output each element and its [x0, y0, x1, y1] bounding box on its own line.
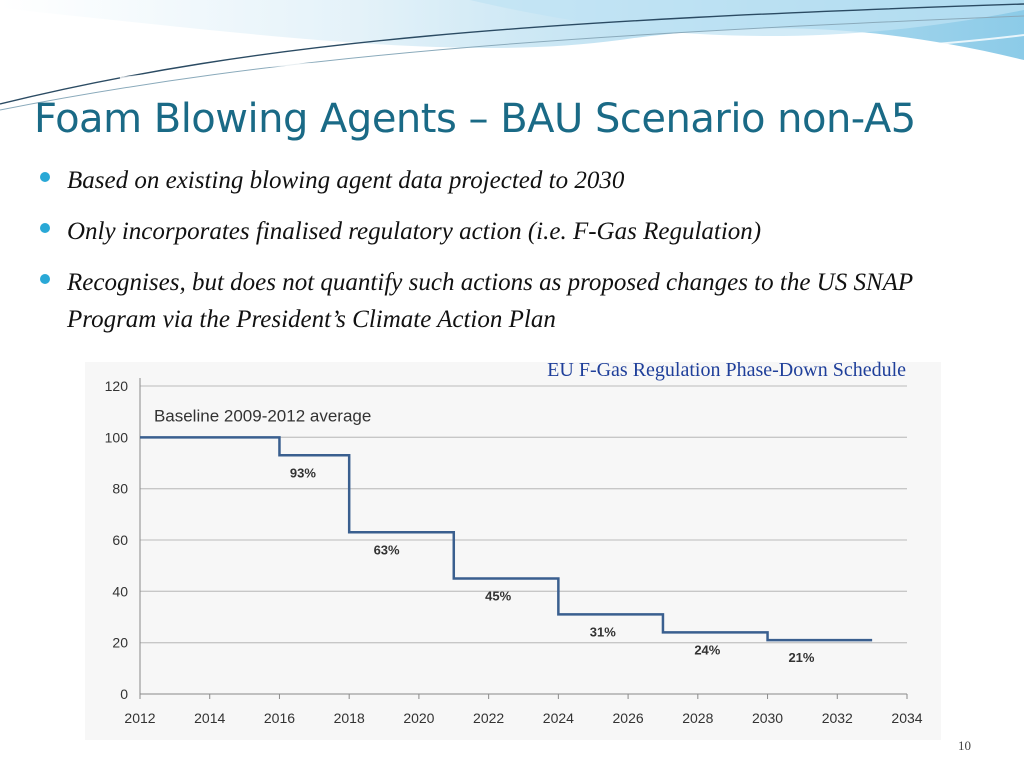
baseline-annotation: Baseline 2009-2012 average: [154, 406, 371, 425]
y-tick-label: 20: [112, 635, 128, 651]
bullet-item: Recognises, but does not quantify such a…: [40, 264, 980, 338]
bullet-item: Only incorporates finalised regulatory a…: [40, 213, 980, 250]
bullet-list: Based on existing blowing agent data pro…: [40, 162, 980, 352]
slide-title: Foam Blowing Agents – BAU Scenario non-A…: [34, 96, 916, 142]
y-tick-label: 100: [105, 429, 129, 445]
x-tick-label: 2024: [543, 710, 574, 726]
x-tick-label: 2018: [334, 710, 365, 726]
y-tick-label: 0: [120, 686, 128, 702]
header-wave-decoration: [0, 0, 1024, 111]
bullet-text: Recognises, but does not quantify such a…: [67, 269, 913, 333]
bullet-marker: [40, 172, 50, 182]
series-line: [140, 436, 873, 642]
y-tick-label: 80: [112, 481, 128, 497]
y-tick-label: 120: [105, 378, 129, 394]
step-data-label: 93%: [290, 465, 316, 480]
x-tick-label: 2022: [473, 710, 504, 726]
x-tick-label: 2028: [682, 710, 713, 726]
y-tick-label: 60: [112, 532, 128, 548]
bullet-item: Based on existing blowing agent data pro…: [40, 162, 980, 199]
chart-title: EU F-Gas Regulation Phase-Down Schedule: [547, 359, 906, 381]
x-tick-label: 2020: [403, 710, 434, 726]
step-data-label: 31%: [590, 624, 616, 639]
step-data-label: 24%: [694, 642, 720, 657]
x-tick-label: 2014: [194, 710, 225, 726]
bullet-marker: [40, 223, 50, 233]
x-tick-label: 2032: [822, 710, 853, 726]
y-tick-label: 40: [112, 583, 128, 599]
x-tick-label: 2030: [752, 710, 783, 726]
x-tick-label: 2026: [613, 710, 644, 726]
phase-down-chart: 0 20 40 60 80 100 120 2012 2014 2016 2018 2020 2022 2…: [105, 378, 923, 726]
bullet-text: Based on existing blowing agent data pro…: [67, 167, 625, 194]
step-data-label: 45%: [485, 589, 511, 604]
page-number: 10: [958, 738, 971, 753]
step-data-label: 63%: [374, 542, 400, 557]
chart-background: [85, 362, 941, 740]
x-tick-label: 2016: [264, 710, 295, 726]
step-data-label: 21%: [788, 650, 814, 665]
bullet-marker: [40, 274, 50, 284]
x-tick-label: 2012: [124, 710, 155, 726]
bullet-text: Only incorporates finalised regulatory a…: [67, 218, 762, 245]
x-tick-label: 2034: [891, 710, 922, 726]
